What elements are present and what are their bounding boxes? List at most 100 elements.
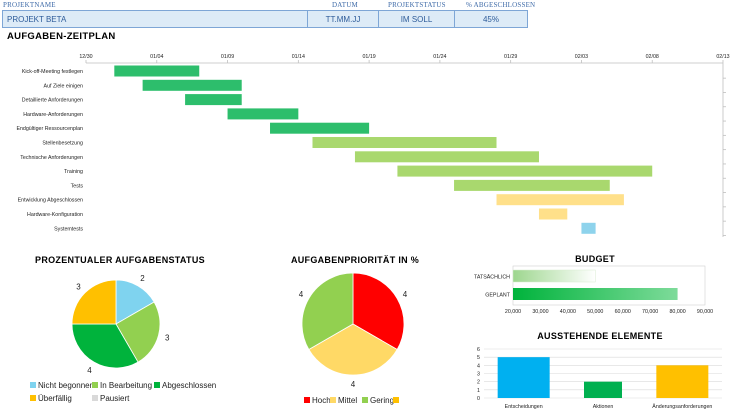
outstanding-category-label: Änderungsanforderungen <box>652 403 712 410</box>
gantt-task-bar <box>581 222 596 234</box>
outstanding-y-tick-label: 0 <box>477 396 480 402</box>
gantt-task-bar <box>496 194 624 206</box>
gantt-task-bar <box>185 94 242 106</box>
priority-pie-slice <box>308 323 398 376</box>
status-legend-swatch <box>30 395 36 401</box>
outstanding-y-tick-label: 2 <box>477 380 480 386</box>
budget-x-tick-label: 70,000 <box>642 309 658 315</box>
status-legend-label: Nicht begonnen <box>38 381 94 390</box>
gantt-task-label: Detaillierte Anforderungen <box>22 98 83 104</box>
budget-x-tick-label: 40,000 <box>560 309 576 315</box>
gantt-task-label: Hardware-Konfiguration <box>27 212 83 218</box>
priority-pie-title: AUFGABENPRIORITÄT IN % <box>290 255 420 265</box>
gantt-task-label: Kick-off-Meeting festlegen <box>22 69 83 75</box>
gantt-x-tick-label: 01/09 <box>221 54 234 60</box>
outstanding-bar <box>497 357 550 398</box>
gantt-x-tick-label: 12/30 <box>79 54 92 60</box>
status-legend-label: In Bearbeitung <box>100 381 152 390</box>
gantt-task-bar <box>397 165 653 177</box>
gantt-task-bar <box>312 137 497 148</box>
status-legend-swatch <box>30 382 36 388</box>
priority-legend-swatch <box>393 397 399 403</box>
priority-legend-swatch <box>304 397 310 403</box>
status-legend-label: Abgeschlossen <box>162 381 216 390</box>
gantt-task-bar <box>114 65 200 77</box>
status-pie-slice <box>115 301 161 363</box>
gantt-x-tick-label: 02/03 <box>575 54 588 60</box>
status-pie-title: PROZENTUALER AUFGABENSTATUS <box>35 255 205 265</box>
budget-x-tick-label: 20,000 <box>505 309 521 315</box>
status-legend-label: Überfällig <box>38 394 72 403</box>
outstanding-category-label: Entscheidungen <box>505 404 543 410</box>
gantt-task-label: Entwicklung Abgeschlossen <box>18 198 83 204</box>
priority-legend-label: Gering <box>370 396 394 405</box>
gantt-task-label: Stellenbesetzung <box>42 141 83 147</box>
status-legend-swatch <box>154 382 160 388</box>
gantt-x-tick-label: 02/13 <box>716 54 729 60</box>
gantt-task-label: Endgültiger Ressourcenplan <box>16 126 83 132</box>
gantt-task-bar <box>227 108 299 120</box>
budget-x-tick-label: 50,000 <box>587 309 603 315</box>
budget-plot-frame <box>512 265 706 306</box>
percent-field[interactable]: 45% <box>454 10 528 28</box>
outstanding-bar <box>584 381 622 398</box>
gantt-x-tick-label: 01/29 <box>504 54 517 60</box>
gantt-x-tick-label: 01/19 <box>362 54 375 60</box>
gantt-task-label: Systemtests <box>54 226 83 232</box>
priority-pie-data-label: 4 <box>403 290 408 299</box>
budget-x-tick-label: 90,000 <box>697 309 713 315</box>
status-pie-slice <box>115 279 155 325</box>
status-legend-label: Pausiert <box>100 394 130 403</box>
gantt-task-label: Hardware-Anforderungen <box>23 112 83 118</box>
gantt-task-bar <box>270 122 370 134</box>
gantt-task-bar <box>354 151 539 163</box>
gantt-task-label: Training <box>64 169 83 175</box>
budget-bar <box>512 269 596 283</box>
budget-x-tick-label: 30,000 <box>532 309 548 315</box>
budget-title: BUDGET <box>575 254 615 264</box>
project-name-label: PROJEKTNAME <box>3 1 56 9</box>
gantt-x-tick-label: 01/04 <box>150 54 163 60</box>
outstanding-bar <box>656 365 709 398</box>
outstanding-title: AUSSTEHENDE ELEMENTE <box>537 331 663 341</box>
priority-legend-swatch <box>330 397 336 403</box>
status-pie-slice <box>71 279 117 325</box>
status-legend-swatch <box>92 395 98 401</box>
outstanding-y-tick-label: 3 <box>477 372 480 378</box>
project-name-field[interactable]: PROJEKT BETA <box>2 10 308 28</box>
date-label: DATUM <box>332 1 358 9</box>
gantt-title: AUFGABEN-ZEITPLAN <box>7 31 116 42</box>
status-legend-swatch <box>92 382 98 388</box>
outstanding-y-tick-label: 1 <box>477 388 480 394</box>
status-pie-data-label: 3 <box>165 334 170 343</box>
percent-label: % ABGESCHLOSSEN <box>466 1 536 9</box>
priority-legend-label: Hoch <box>312 396 331 405</box>
gantt-x-tick-label: 02/08 <box>646 54 659 60</box>
outstanding-category-label: Aktionen <box>593 404 614 410</box>
priority-pie-slice <box>352 272 405 351</box>
status-pie-data-label: 3 <box>76 283 81 292</box>
priority-legend-label: Mittel <box>338 396 357 405</box>
gantt-task-label: Technische Anforderungen <box>20 155 83 161</box>
budget-category-label: TATSÄCHLICH <box>474 274 510 281</box>
priority-pie-data-label: 4 <box>299 290 304 299</box>
gantt-task-bar <box>454 179 610 191</box>
budget-x-tick-label: 60,000 <box>615 309 631 315</box>
status-pie-data-label: 2 <box>140 274 145 283</box>
gantt-task-label: Tests <box>71 183 84 189</box>
outstanding-y-tick-label: 6 <box>477 347 480 353</box>
status-label: PROJEKTSTATUS <box>388 1 446 9</box>
gantt-task-bar <box>538 208 568 220</box>
gantt-x-tick-label: 01/24 <box>433 54 446 60</box>
budget-category-label: GEPLANT <box>485 293 510 299</box>
outstanding-y-tick-label: 5 <box>477 355 480 361</box>
priority-pie-slice <box>301 272 354 351</box>
budget-bar <box>513 288 678 300</box>
outstanding-y-tick-label: 4 <box>477 363 480 369</box>
gantt-task-bar <box>142 79 242 91</box>
status-pie-slice <box>71 323 139 369</box>
priority-pie-data-label: 4 <box>351 380 356 389</box>
gantt-task-label: Auf Ziele einigen <box>44 83 84 89</box>
status-pie-data-label: 4 <box>87 366 92 375</box>
